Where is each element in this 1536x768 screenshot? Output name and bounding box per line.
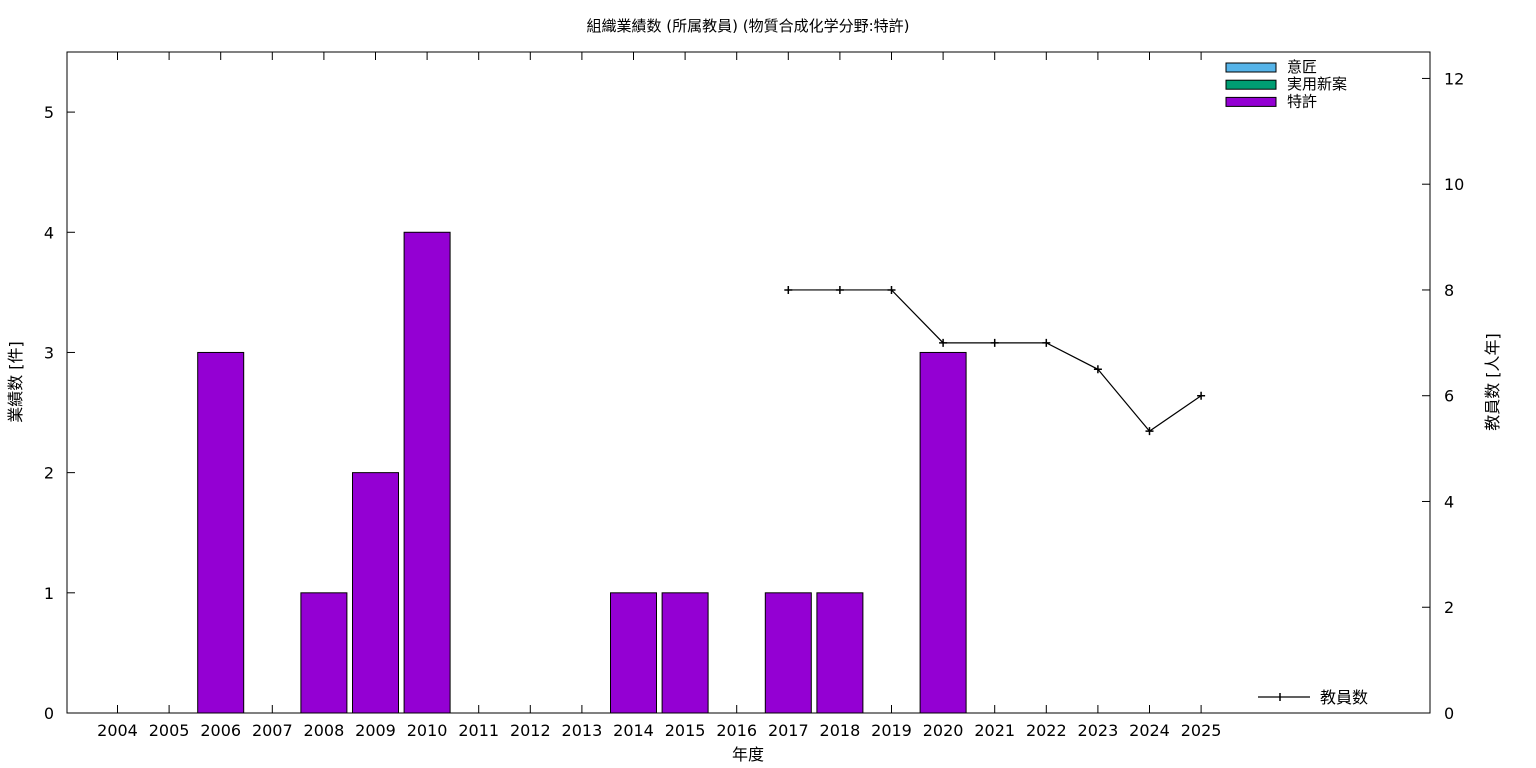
x-tick-label: 2008	[304, 721, 345, 740]
x-tick-label: 2015	[665, 721, 706, 740]
x-tick-label: 2023	[1078, 721, 1119, 740]
x-tick-label: 2019	[871, 721, 912, 740]
y2-tick-label: 0	[1444, 704, 1454, 723]
bar	[300, 592, 348, 714]
bar	[764, 592, 812, 714]
x-tick-label: 2025	[1181, 721, 1222, 740]
y-tick-label: 5	[44, 103, 54, 122]
x-tick-label: 2014	[613, 721, 654, 740]
x-tick-label: 2022	[1026, 721, 1067, 740]
line-point	[784, 285, 793, 294]
line-point	[1197, 391, 1206, 400]
x-tick-label: 2024	[1129, 721, 1170, 740]
legend-label: 実用新案	[1287, 75, 1347, 93]
line-legend-label: 教員数	[1320, 688, 1368, 707]
bar	[352, 472, 399, 714]
x-tick-label: 2011	[458, 721, 499, 740]
y-axis-label: 業績数 [件]	[6, 341, 25, 423]
bar	[661, 592, 709, 714]
plot-frame	[66, 51, 1431, 714]
x-tick-label: 2016	[716, 721, 757, 740]
legend-label: 意匠	[1287, 58, 1317, 76]
x-tick-label: 2010	[407, 721, 448, 740]
y2-tick-label: 8	[1444, 281, 1454, 300]
line-series-path	[788, 289, 1202, 432]
line-point	[939, 338, 948, 347]
line-point	[1145, 427, 1154, 436]
line-point	[990, 338, 999, 347]
bar	[610, 592, 657, 714]
legend-swatch	[1225, 79, 1277, 90]
x-tick-label: 2021	[974, 721, 1015, 740]
x-tick-label: 2013	[562, 721, 603, 740]
x-tick-label: 2009	[355, 721, 396, 740]
y2-tick-label: 6	[1444, 387, 1454, 406]
y2-tick-label: 4	[1444, 492, 1454, 511]
x-tick-label: 2018	[820, 721, 861, 740]
y2-axis-label: 教員数 [人年]	[1483, 333, 1502, 431]
y-tick-label: 0	[44, 704, 54, 723]
bar	[197, 351, 245, 714]
chart-title: 組織業績数 (所属教員) (物質合成化学分野:特許)	[586, 17, 909, 35]
y-tick-label: 3	[44, 343, 54, 362]
y-tick-label: 4	[44, 223, 54, 242]
x-tick-label: 2004	[97, 721, 138, 740]
line-point	[1093, 365, 1102, 374]
x-tick-label: 2012	[510, 721, 551, 740]
line-point	[835, 285, 844, 294]
legend-swatch	[1225, 96, 1277, 107]
line-point	[887, 285, 896, 294]
x-axis-label: 年度	[732, 745, 764, 764]
x-tick-label: 2005	[149, 721, 190, 740]
y-tick-label: 2	[44, 464, 54, 483]
y-tick-label: 1	[44, 584, 54, 603]
x-tick-label: 2017	[768, 721, 809, 740]
bar	[403, 231, 451, 714]
y2-tick-label: 12	[1444, 69, 1464, 88]
x-tick-label: 2007	[252, 721, 293, 740]
line-point	[1042, 338, 1051, 347]
bar	[816, 592, 864, 714]
x-tick-label: 2006	[200, 721, 241, 740]
legend-swatch	[1225, 62, 1277, 73]
y2-tick-label: 2	[1444, 598, 1454, 617]
x-tick-label: 2020	[923, 721, 964, 740]
y2-tick-label: 10	[1444, 175, 1464, 194]
bar	[919, 351, 967, 714]
legend-label: 特許	[1287, 92, 1317, 110]
